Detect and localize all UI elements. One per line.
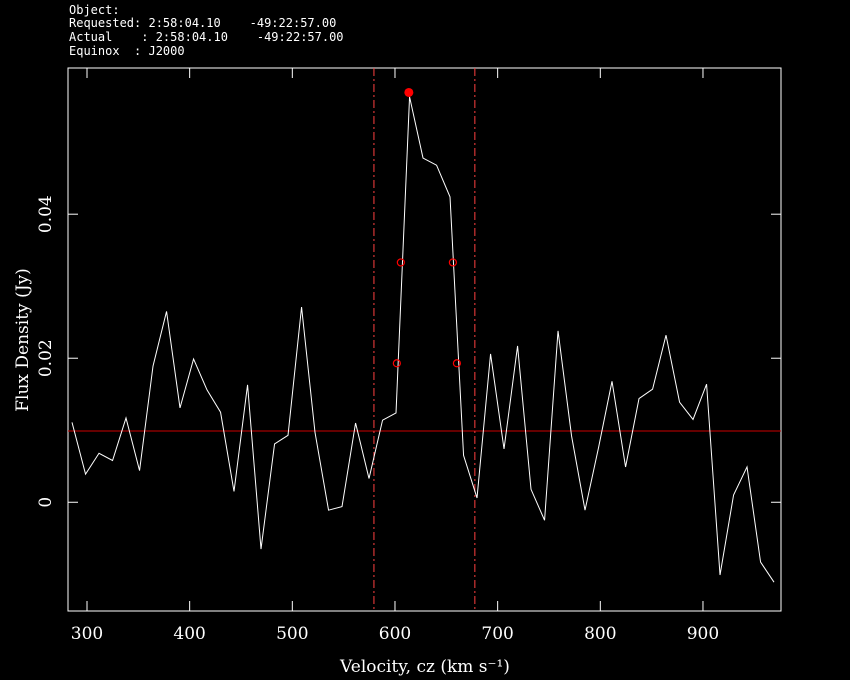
y-tick-label: 0.02 xyxy=(36,339,56,377)
x-tick-label: 300 xyxy=(71,624,103,644)
header-line: Requested: 2:58:04.10 -49:22:57.00 xyxy=(69,16,336,30)
x-tick-label: 400 xyxy=(173,624,205,644)
x-tick-label: 500 xyxy=(276,624,308,644)
width-point xyxy=(392,359,401,368)
x-axis-label: Velocity, cz (km s⁻¹) xyxy=(339,657,510,677)
x-tick-label: 600 xyxy=(379,624,411,644)
header: Object: Requested: 2:58:04.10 -49:22:57.… xyxy=(69,3,344,58)
header-line: Object: xyxy=(69,3,120,17)
y-axis-label: Flux Density (Jy) xyxy=(13,268,33,412)
x-tick-label: 800 xyxy=(584,624,616,644)
y-tick-label: 0 xyxy=(36,497,56,508)
y-tick-label: 0.04 xyxy=(36,195,56,233)
x-tick-label: 700 xyxy=(481,624,513,644)
width-point xyxy=(452,359,461,368)
x-tick-label: 900 xyxy=(687,624,719,644)
header-line: Actual : 2:58:04.10 -49:22:57.00 xyxy=(69,30,344,44)
header-line: Equinox : J2000 xyxy=(69,44,185,58)
peak-marker xyxy=(404,87,414,97)
width-point xyxy=(448,258,457,267)
plot-frame xyxy=(67,67,782,612)
width-point xyxy=(396,258,405,267)
spectrum-line xyxy=(71,96,775,583)
